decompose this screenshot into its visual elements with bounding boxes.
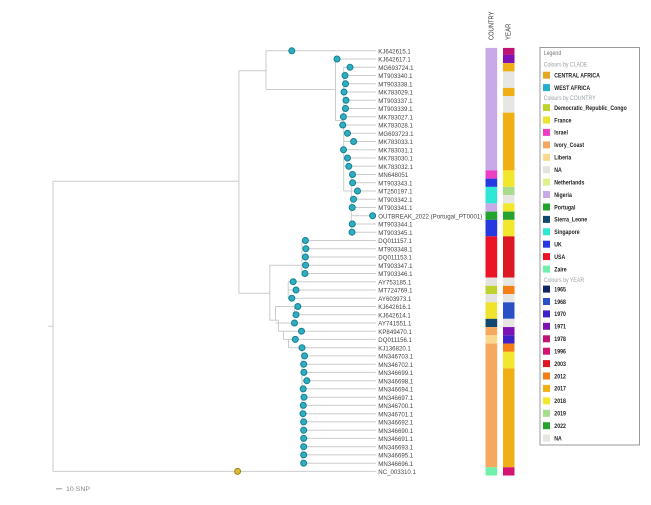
svg-text:Sierra_Leone: Sierra_Leone — [554, 217, 587, 224]
svg-text:Colours by COUNTRY: Colours by COUNTRY — [544, 95, 596, 102]
svg-text:MK783033.1: MK783033.1 — [378, 139, 413, 146]
svg-text:MN346690.1: MN346690.1 — [378, 428, 414, 435]
svg-text:WEST AFRICA: WEST AFRICA — [554, 85, 590, 92]
svg-text:2017: 2017 — [554, 386, 566, 393]
svg-text:MK783029.1: MK783029.1 — [378, 90, 413, 97]
svg-text:MT724769.1: MT724769.1 — [378, 288, 413, 295]
svg-text:MT903343.1: MT903343.1 — [378, 180, 413, 187]
svg-text:MN346701.1: MN346701.1 — [378, 411, 414, 418]
svg-text:KJ642615.1: KJ642615.1 — [378, 48, 411, 55]
svg-text:MT903337.1: MT903337.1 — [378, 98, 413, 105]
svg-text:Legend: Legend — [544, 50, 562, 57]
svg-text:MT903346.1: MT903346.1 — [378, 271, 413, 278]
svg-text:UK: UK — [554, 242, 562, 249]
svg-text:MT903348.1: MT903348.1 — [378, 246, 413, 253]
svg-text:MT903344.1: MT903344.1 — [378, 222, 413, 229]
svg-text:CENTRAL AFRICA: CENTRAL AFRICA — [554, 73, 600, 80]
svg-text:MG693723.1: MG693723.1 — [378, 131, 414, 138]
svg-text:YEAR: YEAR — [506, 24, 513, 40]
svg-text:MN346703.1: MN346703.1 — [378, 354, 414, 361]
svg-text:1970: 1970 — [554, 311, 566, 318]
svg-text:MK783031.1: MK783031.1 — [378, 147, 413, 154]
svg-text:DQ011153.1: DQ011153.1 — [378, 255, 412, 262]
svg-text:KJ642616.1: KJ642616.1 — [378, 304, 411, 311]
svg-text:MN346698.1: MN346698.1 — [378, 378, 414, 385]
svg-text:MN346700.1: MN346700.1 — [378, 403, 414, 410]
svg-text:MT903345.1: MT903345.1 — [378, 230, 413, 237]
svg-text:Nigeria: Nigeria — [554, 192, 572, 199]
svg-text:MN346697.1: MN346697.1 — [378, 395, 414, 402]
svg-text:MN346695.1: MN346695.1 — [378, 453, 414, 460]
svg-text:AY603973.1: AY603973.1 — [378, 296, 412, 303]
svg-text:USA: USA — [554, 254, 565, 261]
svg-text:Israel: Israel — [554, 130, 568, 137]
svg-text:2012: 2012 — [554, 373, 566, 380]
svg-text:OUTBREAK_2022 (Portugal_PT0001: OUTBREAK_2022 (Portugal_PT0001) — [378, 213, 482, 220]
svg-text:MK783027.1: MK783027.1 — [378, 114, 413, 121]
svg-text:Liberia: Liberia — [554, 155, 571, 162]
svg-text:MT903340.1: MT903340.1 — [378, 73, 413, 80]
svg-text:MN346696.1: MN346696.1 — [378, 461, 414, 468]
svg-text:Singapore: Singapore — [554, 229, 580, 236]
svg-text:AY753185.1: AY753185.1 — [378, 279, 412, 286]
svg-text:MN346692.1: MN346692.1 — [378, 420, 414, 427]
svg-text:DQ011157.1: DQ011157.1 — [378, 238, 412, 245]
svg-text:1996: 1996 — [554, 349, 566, 356]
svg-text:Democratic_Republic_Congo: Democratic_Republic_Congo — [554, 105, 627, 112]
svg-text:MN648051: MN648051 — [378, 172, 408, 179]
svg-text:MG693724.1: MG693724.1 — [378, 65, 414, 72]
svg-text:1968: 1968 — [554, 299, 566, 306]
svg-text:Zaire: Zaire — [554, 266, 567, 273]
svg-text:Ivory_Coast: Ivory_Coast — [554, 142, 584, 149]
svg-text:NA: NA — [554, 167, 562, 174]
svg-text:1971: 1971 — [554, 324, 566, 331]
svg-text:DQ011156.1: DQ011156.1 — [378, 337, 412, 344]
svg-text:Netherlands: Netherlands — [554, 179, 584, 186]
svg-text:10 SNP: 10 SNP — [66, 486, 90, 493]
svg-text:MK783028.1: MK783028.1 — [378, 123, 413, 130]
svg-text:AY741551.1: AY741551.1 — [378, 321, 412, 328]
svg-text:2003: 2003 — [554, 361, 566, 368]
svg-text:Colours by CLADE: Colours by CLADE — [544, 61, 588, 68]
svg-text:2019: 2019 — [554, 411, 566, 418]
svg-text:1965: 1965 — [554, 286, 566, 293]
svg-text:France: France — [554, 117, 571, 124]
svg-text:Colours by YEAR: Colours by YEAR — [544, 277, 585, 284]
svg-text:KP849470.1: KP849470.1 — [378, 329, 412, 336]
svg-text:MN346691.1: MN346691.1 — [378, 436, 414, 443]
svg-text:COUNTRY: COUNTRY — [488, 11, 495, 40]
svg-text:MT903339.1: MT903339.1 — [378, 106, 413, 113]
svg-text:1978: 1978 — [554, 336, 566, 343]
svg-text:KJ642614.1: KJ642614.1 — [378, 312, 411, 319]
svg-text:KJ642617.1: KJ642617.1 — [378, 57, 411, 64]
svg-text:MN346694.1: MN346694.1 — [378, 387, 414, 394]
svg-text:MT903341.1: MT903341.1 — [378, 205, 413, 212]
svg-text:NC_003310.1: NC_003310.1 — [378, 469, 416, 476]
svg-text:MN346702.1: MN346702.1 — [378, 362, 414, 369]
svg-text:MT250197.1: MT250197.1 — [378, 189, 413, 196]
svg-text:MK783030.1: MK783030.1 — [378, 156, 413, 163]
svg-text:NA: NA — [554, 435, 562, 442]
svg-text:KJ136820.1: KJ136820.1 — [378, 345, 411, 352]
svg-text:MT903338.1: MT903338.1 — [378, 81, 413, 88]
svg-text:2018: 2018 — [554, 398, 566, 405]
svg-text:2022: 2022 — [554, 423, 566, 430]
svg-text:MN346693.1: MN346693.1 — [378, 444, 414, 451]
svg-text:MK783032.1: MK783032.1 — [378, 164, 413, 171]
svg-text:MT903347.1: MT903347.1 — [378, 263, 413, 270]
svg-text:Portugal: Portugal — [554, 204, 575, 211]
svg-text:MN346699.1: MN346699.1 — [378, 370, 414, 377]
svg-text:MT903342.1: MT903342.1 — [378, 197, 413, 204]
